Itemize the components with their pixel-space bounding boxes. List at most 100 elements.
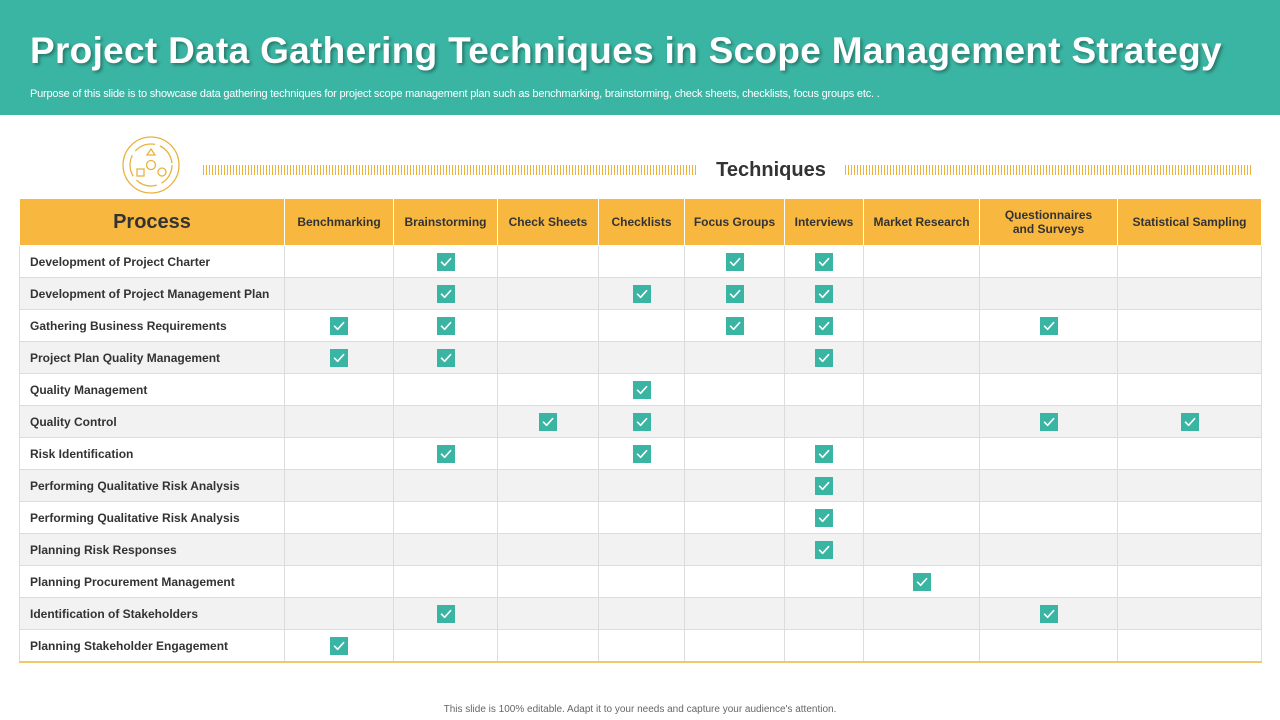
technique-cell	[684, 309, 785, 342]
technique-cell	[684, 405, 785, 438]
checkmark-icon	[436, 316, 455, 335]
technique-cell	[598, 341, 685, 374]
technique-cell	[598, 501, 685, 534]
technique-cell	[284, 597, 394, 630]
table-header-row: Process Benchmarking Brainstorming Check…	[19, 198, 1262, 246]
page-title: Project Data Gathering Techniques in Sco…	[30, 30, 1222, 71]
technique-cell	[1117, 277, 1262, 310]
techniques-divider-left	[203, 165, 698, 175]
checkmark-icon	[815, 316, 833, 335]
column-header: Interviews	[784, 198, 864, 246]
table-row: Quality Control	[19, 405, 1262, 438]
technique-cell	[863, 341, 980, 374]
technique-cell	[784, 629, 864, 663]
technique-cell	[979, 565, 1118, 598]
checkmark-icon	[815, 252, 833, 271]
technique-cell	[784, 309, 864, 342]
technique-cell	[979, 373, 1118, 406]
column-header: Statistical Sampling	[1117, 198, 1262, 246]
technique-cell	[863, 469, 980, 502]
technique-cell	[979, 341, 1118, 374]
table-row: Development of Project Charter	[19, 245, 1262, 278]
technique-cell	[284, 565, 394, 598]
checkmark-icon	[725, 252, 744, 271]
technique-cell	[393, 629, 498, 663]
technique-cell	[284, 629, 394, 663]
process-name: Gathering Business Requirements	[19, 309, 285, 342]
checkmark-icon	[1039, 316, 1058, 335]
technique-cell	[497, 341, 599, 374]
checkmark-icon	[436, 252, 455, 271]
column-header: Questionnaires and Surveys	[979, 198, 1118, 246]
technique-cell	[684, 341, 785, 374]
technique-cell	[684, 277, 785, 310]
technique-cell	[979, 277, 1118, 310]
technique-cell	[979, 437, 1118, 470]
technique-cell	[393, 373, 498, 406]
checkmark-icon	[330, 636, 348, 655]
checkmark-icon	[632, 412, 651, 431]
column-header: Focus Groups	[684, 198, 785, 246]
technique-cell	[1117, 437, 1262, 470]
technique-cell	[598, 629, 685, 663]
table-row: Planning Risk Responses	[19, 533, 1262, 566]
technique-cell	[863, 501, 980, 534]
table-row: Planning Stakeholder Engagement	[19, 629, 1262, 663]
technique-cell	[284, 309, 394, 342]
technique-cell	[393, 341, 498, 374]
technique-cell	[497, 277, 599, 310]
technique-cell	[784, 501, 864, 534]
technique-cell	[1117, 565, 1262, 598]
technique-cell	[284, 533, 394, 566]
checkmark-icon	[330, 316, 348, 335]
page-subtitle: Purpose of this slide is to showcase dat…	[30, 88, 880, 100]
technique-cell	[1117, 597, 1262, 630]
techniques-table: Process Benchmarking Brainstorming Check…	[19, 198, 1262, 663]
technique-cell	[393, 245, 498, 278]
technique-cell	[284, 469, 394, 502]
technique-cell	[393, 469, 498, 502]
technique-cell	[393, 277, 498, 310]
technique-cell	[598, 533, 685, 566]
technique-cell	[598, 309, 685, 342]
table-row: Risk Identification	[19, 437, 1262, 470]
checkmark-icon	[912, 572, 931, 591]
technique-cell	[393, 565, 498, 598]
technique-cell	[863, 533, 980, 566]
technique-cell	[863, 437, 980, 470]
process-header: Process	[19, 198, 285, 246]
table-row: Quality Management	[19, 373, 1262, 406]
checkmark-icon	[815, 508, 833, 527]
technique-cell	[598, 245, 685, 278]
checkmark-icon	[539, 412, 557, 431]
table-row: Gathering Business Requirements	[19, 309, 1262, 342]
technique-cell	[284, 373, 394, 406]
checkmark-icon	[1039, 412, 1058, 431]
technique-cell	[393, 405, 498, 438]
technique-cell	[684, 597, 785, 630]
technique-cell	[598, 469, 685, 502]
technique-cell	[863, 277, 980, 310]
checkmark-icon	[330, 348, 348, 367]
technique-cell	[863, 597, 980, 630]
table-body: Development of Project Charter Developmen…	[19, 245, 1262, 663]
technique-cell	[784, 245, 864, 278]
technique-cell	[784, 437, 864, 470]
technique-cell	[863, 245, 980, 278]
checkmark-icon	[436, 444, 455, 463]
technique-cell	[684, 565, 785, 598]
process-name: Planning Procurement Management	[19, 565, 285, 598]
checkmark-icon	[725, 284, 744, 303]
technique-cell	[497, 629, 599, 663]
checkmark-icon	[436, 604, 455, 623]
cycle-process-icon	[122, 136, 180, 194]
technique-cell	[284, 501, 394, 534]
checkmark-icon	[815, 348, 833, 367]
technique-cell	[863, 565, 980, 598]
technique-cell	[497, 469, 599, 502]
technique-cell	[784, 405, 864, 438]
technique-cell	[284, 341, 394, 374]
technique-cell	[684, 373, 785, 406]
technique-cell	[497, 309, 599, 342]
technique-cell	[979, 469, 1118, 502]
